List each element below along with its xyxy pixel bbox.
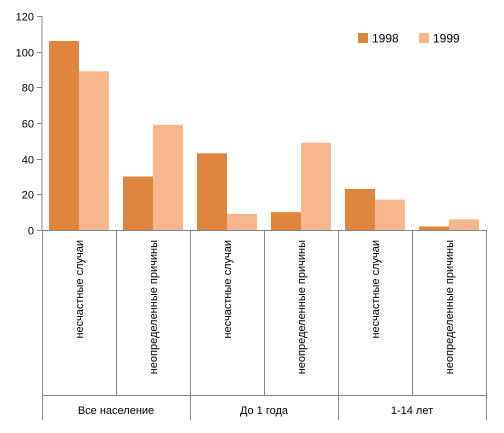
y-tick-label: 100 <box>16 48 34 60</box>
x-category-label: неопределенные причины <box>148 240 160 374</box>
legend-swatch-1998 <box>358 33 368 43</box>
x-category-label: неопределенные причины <box>296 240 308 374</box>
bar-1999-2 <box>153 124 183 230</box>
legend-label-1999: 1999 <box>433 32 460 46</box>
bar-1999-1 <box>79 71 109 231</box>
bar-1998-5 <box>345 188 375 230</box>
y-tick-label: 20 <box>22 190 34 202</box>
x-axis: несчастные случаи неопределенные причины н… <box>42 230 487 420</box>
bar-1998-3 <box>197 153 227 230</box>
x-category-label: несчастные случаи <box>222 240 234 339</box>
bars <box>49 40 479 231</box>
legend-swatch-1999 <box>419 33 429 43</box>
x-category-label: несчастные случаи <box>370 240 382 339</box>
bar-1999-5 <box>375 199 405 230</box>
y-tick-label: 60 <box>22 119 34 131</box>
bar-1999-3 <box>227 213 257 230</box>
bar-1999-4 <box>301 142 331 230</box>
y-axis: 0 20 40 60 80 100 120 <box>16 12 43 238</box>
bar-1998-6 <box>419 226 449 230</box>
legend: 1998 1999 <box>358 32 460 46</box>
x-group-label: Все население <box>78 405 154 417</box>
bar-1998-2 <box>123 176 153 230</box>
y-tick-label: 80 <box>22 83 34 95</box>
y-tick-label: 0 <box>28 226 34 238</box>
x-category-label: неопределенные причины <box>444 240 456 374</box>
bar-1998-4 <box>271 212 301 230</box>
y-tick-label: 40 <box>22 155 34 167</box>
x-group-label: 1-14 лет <box>391 405 433 417</box>
bar-1999-6 <box>449 219 479 230</box>
x-group-label: До 1 года <box>240 405 289 417</box>
y-tick-label: 120 <box>16 12 34 24</box>
bar-1998-1 <box>49 40 79 230</box>
x-category-label: несчастные случаи <box>74 240 86 339</box>
legend-label-1998: 1998 <box>372 32 399 46</box>
